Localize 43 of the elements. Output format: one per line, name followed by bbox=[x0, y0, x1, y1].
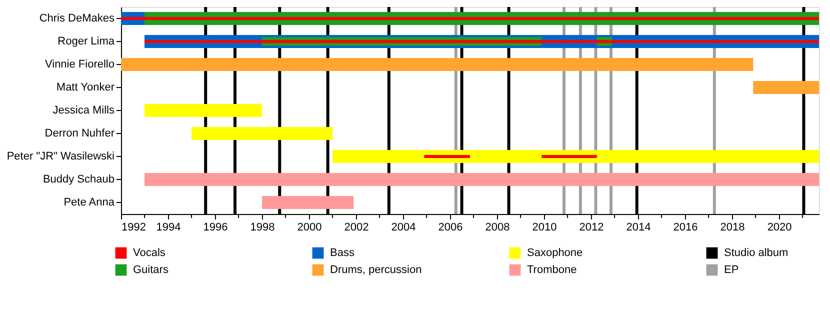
x-tick-label: 2006 bbox=[438, 222, 463, 234]
x-tick-label: 2016 bbox=[673, 222, 698, 234]
y-tick-label: Jessica Mills bbox=[52, 104, 115, 116]
bar bbox=[753, 81, 819, 94]
bar bbox=[144, 173, 819, 186]
y-tick-label: Derron Nuhfer bbox=[44, 128, 115, 140]
bar bbox=[192, 127, 333, 140]
x-tick-label: 1996 bbox=[203, 222, 228, 234]
x-tick-label: 2018 bbox=[720, 222, 745, 234]
y-tick-label: Buddy Schaub bbox=[42, 174, 114, 186]
legend-label: Saxophone bbox=[527, 247, 583, 259]
bar bbox=[424, 155, 470, 158]
legend-label: Vocals bbox=[133, 247, 166, 259]
y-tick-label: Vinnie Fiorello bbox=[44, 58, 114, 70]
y-tick-label: Matt Yonker bbox=[56, 82, 115, 94]
bar bbox=[262, 196, 354, 209]
y-tick-label: Roger Lima bbox=[58, 36, 116, 48]
legend-label: EP bbox=[724, 264, 739, 276]
legend-label: Drums, percussion bbox=[330, 264, 422, 276]
legend-label: Guitars bbox=[133, 264, 169, 276]
y-tick-label: Peter "JR" Wasilewski bbox=[6, 150, 114, 162]
x-tick-label: 2004 bbox=[391, 222, 416, 234]
legend-label: Trombone bbox=[527, 264, 577, 276]
x-tick-label: 2000 bbox=[297, 222, 322, 234]
x-tick-label: 2010 bbox=[532, 222, 557, 234]
y-tick-label: Pete Anna bbox=[64, 196, 116, 208]
y-tick-label: Chris DeMakes bbox=[39, 12, 115, 24]
x-tick-label: 2002 bbox=[344, 222, 369, 234]
x-tick-label: 2012 bbox=[579, 222, 604, 234]
x-tick-label: 2014 bbox=[626, 222, 651, 234]
x-tick-label: 1992 bbox=[122, 222, 146, 234]
x-tick-label: 1994 bbox=[156, 222, 181, 234]
bar bbox=[144, 40, 819, 43]
x-tick-label: 2008 bbox=[485, 222, 510, 234]
legend-label: Studio album bbox=[724, 247, 788, 259]
bar bbox=[144, 104, 262, 117]
bar bbox=[332, 150, 819, 163]
bar bbox=[121, 58, 754, 71]
legend-label: Bass bbox=[330, 247, 355, 259]
x-tick-label: 1998 bbox=[250, 222, 275, 234]
bar bbox=[121, 17, 819, 20]
x-tick-label: 2020 bbox=[767, 222, 792, 234]
bar bbox=[542, 155, 597, 158]
